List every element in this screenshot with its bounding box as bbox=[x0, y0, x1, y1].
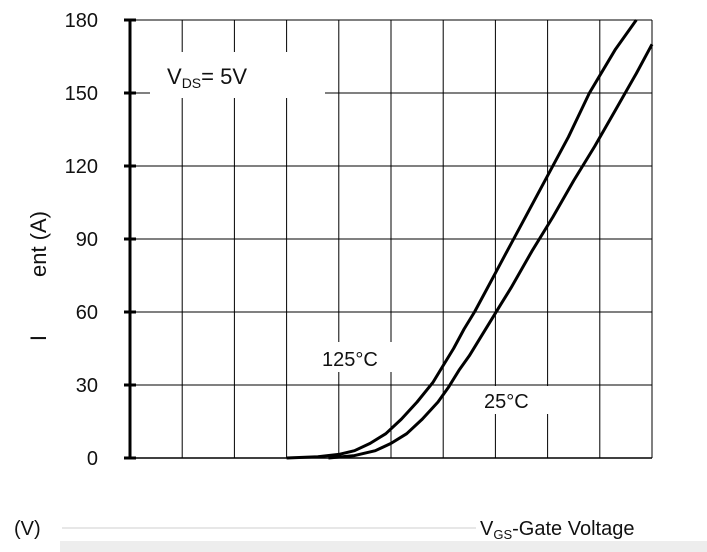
y-tick-label-0: 0 bbox=[87, 448, 98, 470]
y-tick-label-6: 180 bbox=[65, 10, 98, 32]
series-line-25c bbox=[328, 43, 654, 460]
y-tick-labels: 0 30 60 90 120 150 180 bbox=[65, 10, 136, 470]
grid-layer bbox=[130, 19, 653, 458]
y-axis-label-symbol: I bbox=[26, 335, 51, 341]
annotation-label: VDS= 5V bbox=[167, 64, 247, 91]
y-tick-label-5: 150 bbox=[65, 83, 98, 105]
y-tick-label-3: 90 bbox=[76, 229, 98, 251]
series-layer bbox=[286, 19, 654, 460]
x-axis-label-prefix: (V) bbox=[14, 518, 41, 540]
y-tick-label-2: 60 bbox=[76, 302, 98, 324]
series-line-125c bbox=[286, 19, 638, 460]
x-axis-label: VGS-Gate Voltage bbox=[480, 518, 634, 542]
series-label-125-bg bbox=[318, 342, 398, 372]
series-label-25-bg bbox=[478, 386, 550, 414]
series-label-25: 25°C bbox=[484, 391, 529, 413]
y-axis-label: ent (A) bbox=[26, 211, 51, 277]
series-label-125: 125°C bbox=[322, 349, 378, 371]
y-tick-label-1: 30 bbox=[76, 375, 98, 397]
bottom-strip bbox=[60, 541, 707, 552]
y-tick-label-4: 120 bbox=[65, 156, 98, 178]
annotation-box bbox=[150, 52, 325, 98]
